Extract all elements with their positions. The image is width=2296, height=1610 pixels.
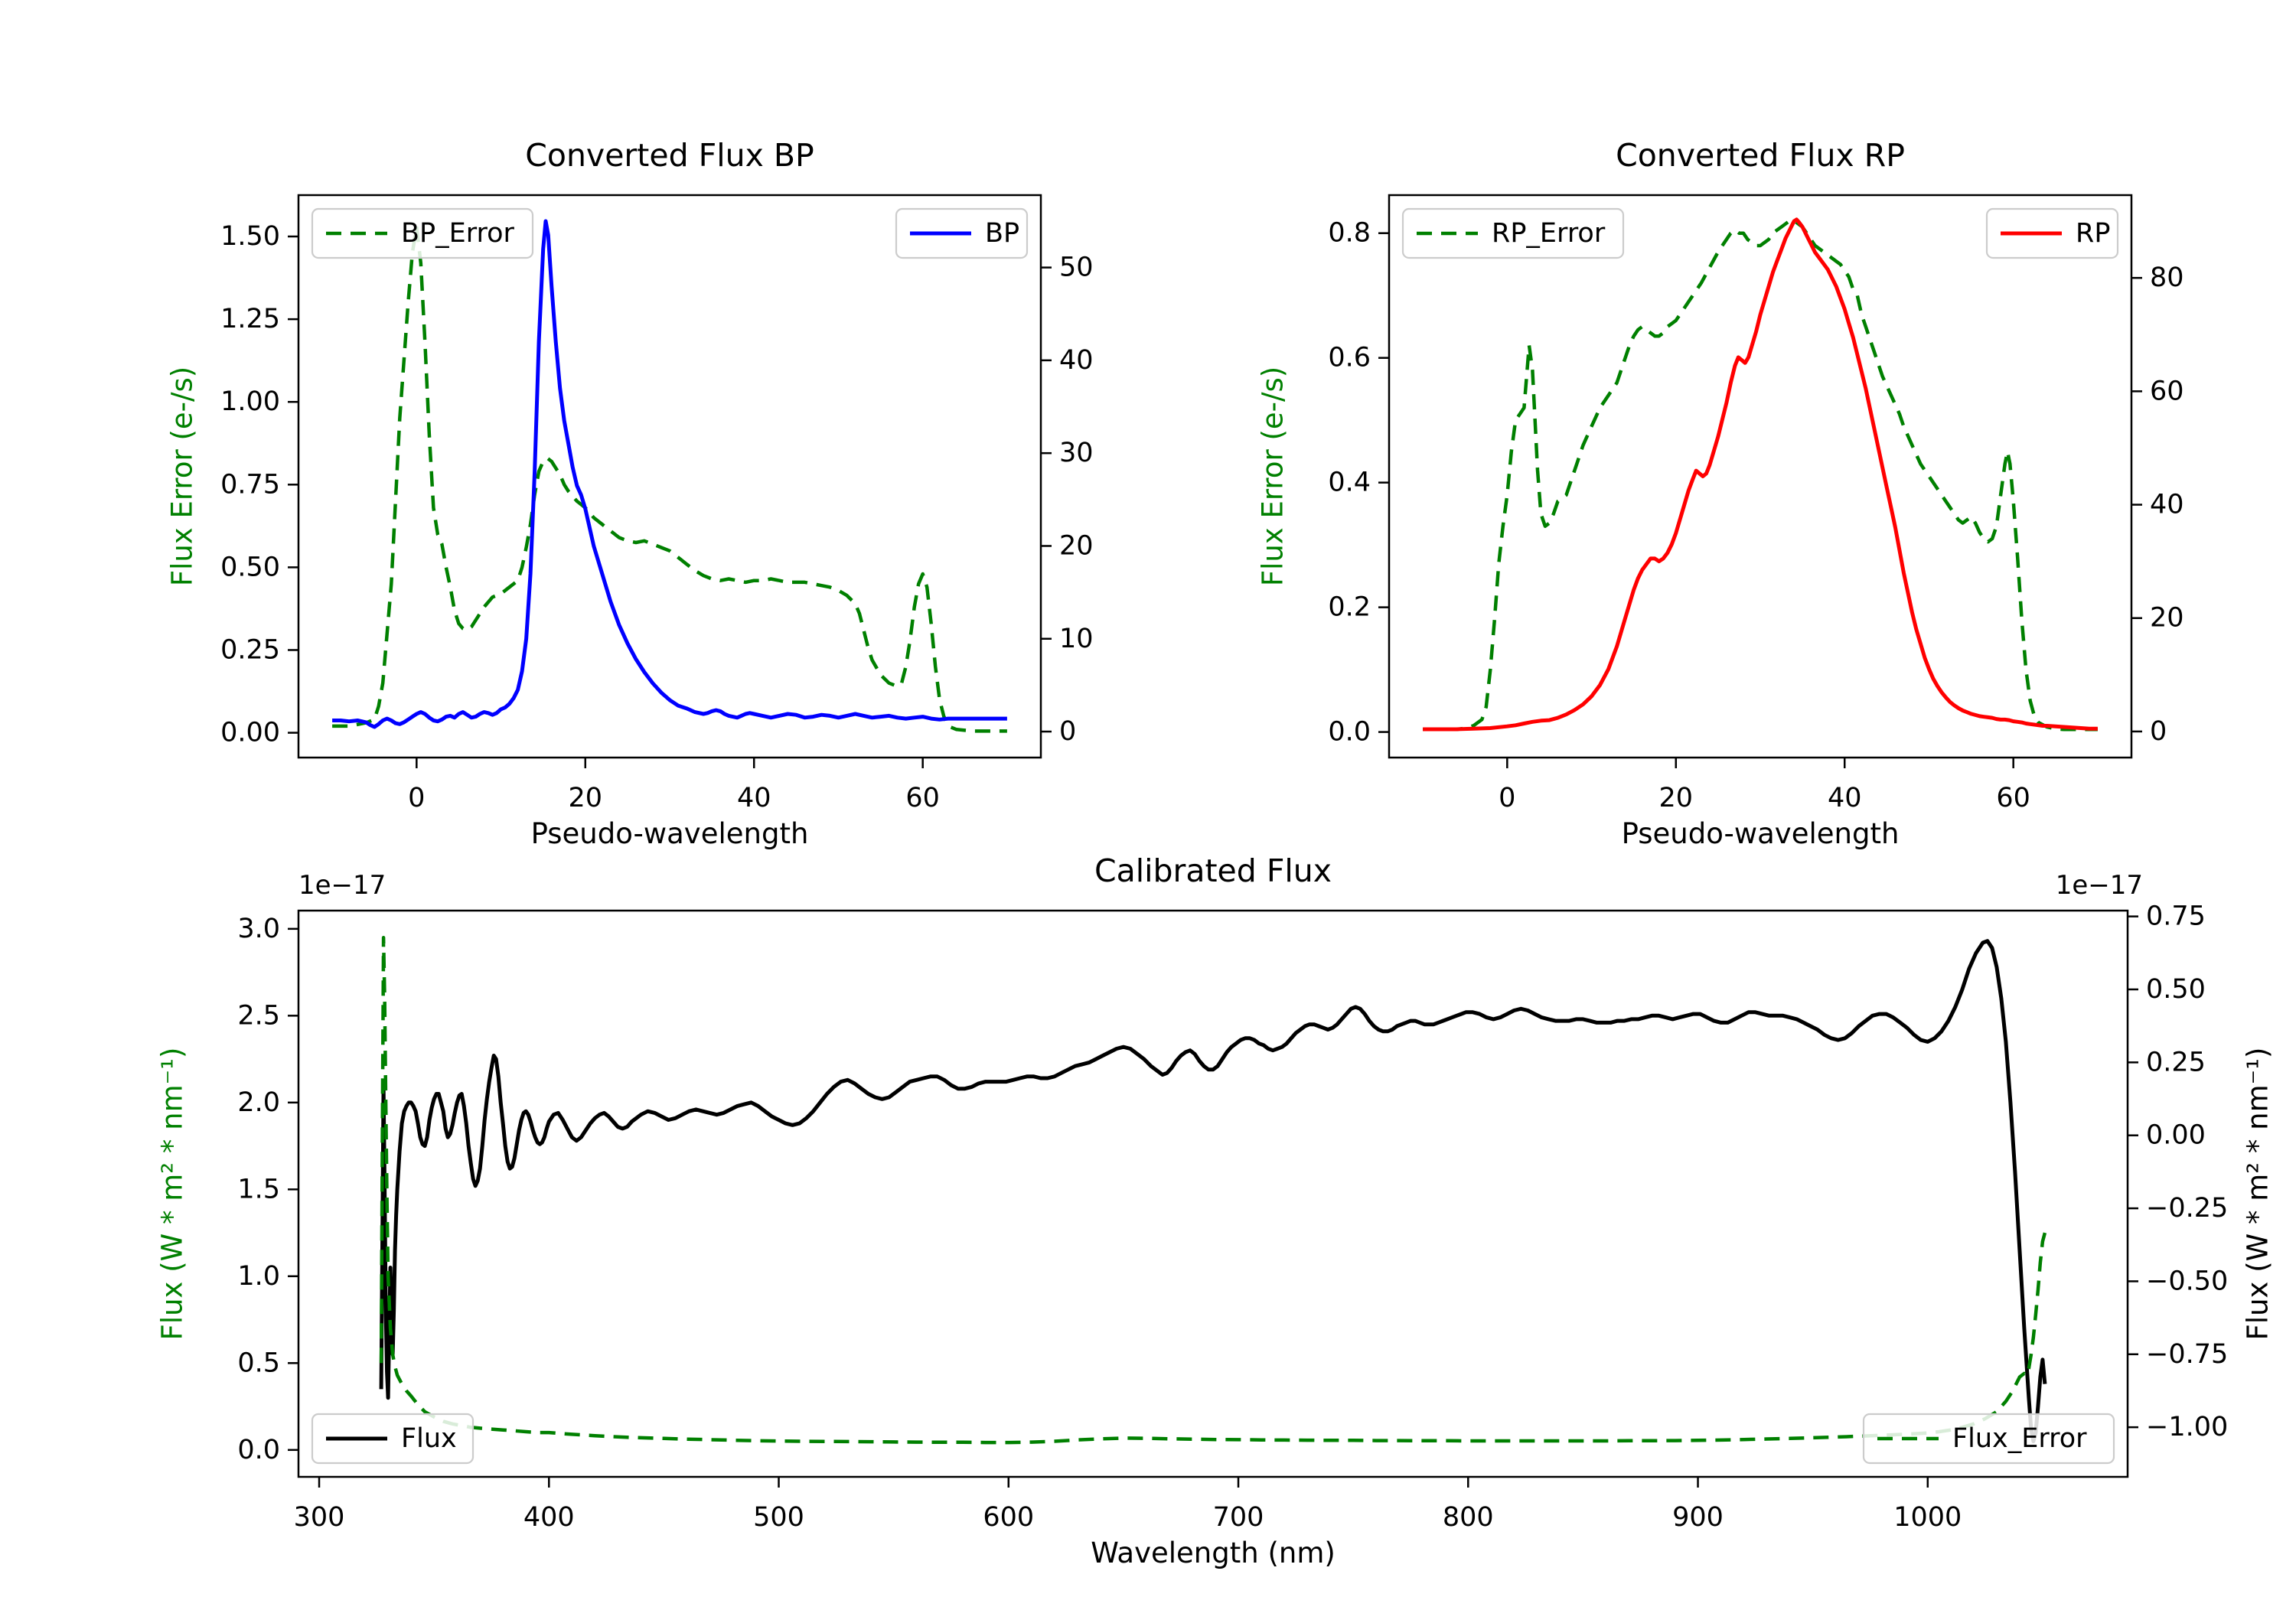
y-right-tick-label: 0	[2150, 716, 2167, 747]
y-left-tick-label: 0.5	[237, 1348, 280, 1378]
y-left-tick-label: 0.0	[1328, 717, 1371, 748]
y-left-tick-label: 0.75	[220, 469, 280, 500]
x-tick-label: 700	[1213, 1502, 1264, 1533]
y-right-tick-label: −0.75	[2146, 1339, 2228, 1370]
legend-frame	[1401, 207, 1625, 259]
chart-converted-flux-bp: 0 20 40 60 0.00 0.25 0.50 0.75 1.00 1.25 1.50 0 10 20…	[115, 92, 1156, 865]
legend-frame	[311, 207, 534, 259]
y-left-axis-label: Flux Error (e-/s)	[166, 367, 199, 586]
legend-BP_Error: BP_Error	[311, 207, 534, 259]
y-left-tick-label: 0.4	[1328, 468, 1371, 498]
legend-label: BP	[985, 218, 1019, 249]
y-left-tick-label: 1.25	[220, 304, 280, 334]
legend-Flux: Flux	[311, 1413, 475, 1465]
chart-title: Converted Flux BP	[525, 137, 814, 174]
chart-svg-bp: 0 20 40 60 0.00 0.25 0.50 0.75 1.00 1.25 1.50 0 10 20…	[166, 137, 1156, 850]
y-left-tick-label: 2.0	[237, 1087, 280, 1118]
y-left-tick-label: 1.0	[237, 1261, 280, 1292]
y-right-tick-label: 40	[1059, 345, 1094, 376]
legend-frame	[1862, 1413, 2115, 1465]
legend-label: RP	[2076, 218, 2110, 249]
y-right-offset-text: 1e−17	[2056, 870, 2143, 901]
legend-label: Flux	[401, 1423, 457, 1454]
legend-RP_Error: RP_Error	[1401, 207, 1625, 259]
x-tick-label: 20	[568, 783, 602, 813]
y-right-tick-label: 0.25	[2146, 1047, 2206, 1077]
y-right-tick-label: 10	[1059, 624, 1094, 654]
y-left-tick-label: 0.25	[220, 634, 280, 665]
axes-frame	[297, 909, 2129, 1478]
legend-Flux_Error: Flux_Error	[1862, 1413, 2115, 1465]
y-right-tick-label: −0.50	[2146, 1266, 2228, 1296]
series-Flux	[379, 939, 2047, 1443]
axes-frame	[297, 194, 1042, 759]
x-axis-label: Wavelength (nm)	[1091, 1537, 1336, 1569]
legend-RP: RP	[1985, 207, 2119, 259]
chart-svg-rp: 0 20 40 60 0.0 0.2 0.4 0.6 0.8 0 20 40 60 80 Converted…	[1257, 137, 2246, 850]
x-tick-label: 60	[1996, 783, 2030, 813]
y-right-tick-label: 50	[1059, 253, 1094, 283]
chart-converted-flux-rp: 0 20 40 60 0.0 0.2 0.4 0.6 0.8 0 20 40 60 80 Converted…	[1205, 92, 2246, 865]
chart-title: Calibrated Flux	[1094, 857, 1332, 889]
y-left-tick-label: 3.0	[237, 914, 280, 944]
y-left-tick-label: 1.00	[220, 386, 280, 417]
x-tick-label: 40	[1828, 783, 1862, 813]
y-left-tick-label: 0.6	[1328, 343, 1371, 373]
axes-frame	[1388, 194, 2133, 759]
x-tick-label: 500	[753, 1502, 804, 1533]
x-tick-label: 1000	[1893, 1502, 1962, 1533]
y-left-tick-label: 2.5	[237, 1000, 280, 1031]
y-right-tick-label: −1.00	[2146, 1412, 2228, 1442]
y-left-tick-label: 0.2	[1328, 592, 1371, 623]
series-BP_Error	[332, 224, 1007, 733]
y-right-tick-label: 60	[2150, 376, 2184, 406]
y-right-tick-label: 0.50	[2146, 974, 2206, 1005]
legend-label: Flux_Error	[1952, 1423, 2087, 1454]
y-left-tick-label: 1.50	[220, 221, 280, 252]
y-right-tick-label: 20	[1059, 530, 1094, 561]
y-left-axis-label: Flux Error (e-/s)	[1257, 367, 1290, 586]
y-right-tick-label: 40	[2150, 490, 2184, 520]
x-tick-label: 0	[1499, 783, 1515, 813]
y-left-axis-label: Flux (W * m² * nm⁻¹)	[156, 1048, 189, 1341]
series-RP	[1423, 217, 2098, 732]
legend-label: BP_Error	[401, 218, 515, 249]
y-right-tick-label: 30	[1059, 438, 1094, 468]
y-left-tick-label: 0.0	[237, 1435, 280, 1465]
y-right-tick-label: −0.25	[2146, 1193, 2228, 1224]
x-tick-label: 800	[1443, 1502, 1494, 1533]
chart-calibrated-flux: 300 400 500 600 700 800 900 1000 0.0 0.5 1.0 1.5 2.0…	[115, 852, 2288, 1607]
chart-svg-cal: 300 400 500 600 700 800 900 1000 0.0 0.5 1.0 1.5 2.0…	[156, 852, 2275, 1569]
x-tick-label: 40	[737, 783, 771, 813]
x-tick-label: 400	[523, 1502, 575, 1533]
y-left-tick-label: 0.50	[220, 552, 280, 582]
y-left-tick-label: 0.00	[220, 718, 280, 748]
x-axis-label: Pseudo-wavelength	[531, 817, 809, 850]
y-right-tick-label: 20	[2150, 603, 2184, 634]
y-left-tick-label: 1.5	[237, 1174, 280, 1204]
x-tick-label: 900	[1672, 1502, 1724, 1533]
x-tick-label: 20	[1658, 783, 1693, 813]
legend-label: RP_Error	[1492, 218, 1606, 249]
y-right-tick-label: 80	[2150, 262, 2184, 293]
series-RP_Error	[1423, 219, 2098, 732]
y-left-offset-text: 1e−17	[298, 870, 386, 901]
y-right-tick-label: 0.75	[2146, 901, 2206, 932]
x-axis-label: Pseudo-wavelength	[1622, 817, 1900, 850]
series-Flux_Error	[379, 935, 2047, 1445]
x-tick-label: 0	[408, 783, 425, 813]
y-right-tick-label: 0.00	[2146, 1120, 2206, 1151]
legend-frame	[311, 1413, 475, 1465]
y-right-tick-label: 0	[1059, 716, 1076, 747]
x-tick-label: 300	[294, 1502, 345, 1533]
y-right-axis-label: Flux (W * m² * nm⁻¹)	[2242, 1048, 2275, 1341]
legend-BP: BP	[895, 207, 1029, 259]
series-BP	[332, 219, 1007, 729]
x-tick-label: 60	[905, 783, 940, 813]
chart-title: Converted Flux RP	[1616, 137, 1905, 174]
y-left-tick-label: 0.8	[1328, 218, 1371, 249]
x-tick-label: 600	[983, 1502, 1034, 1533]
